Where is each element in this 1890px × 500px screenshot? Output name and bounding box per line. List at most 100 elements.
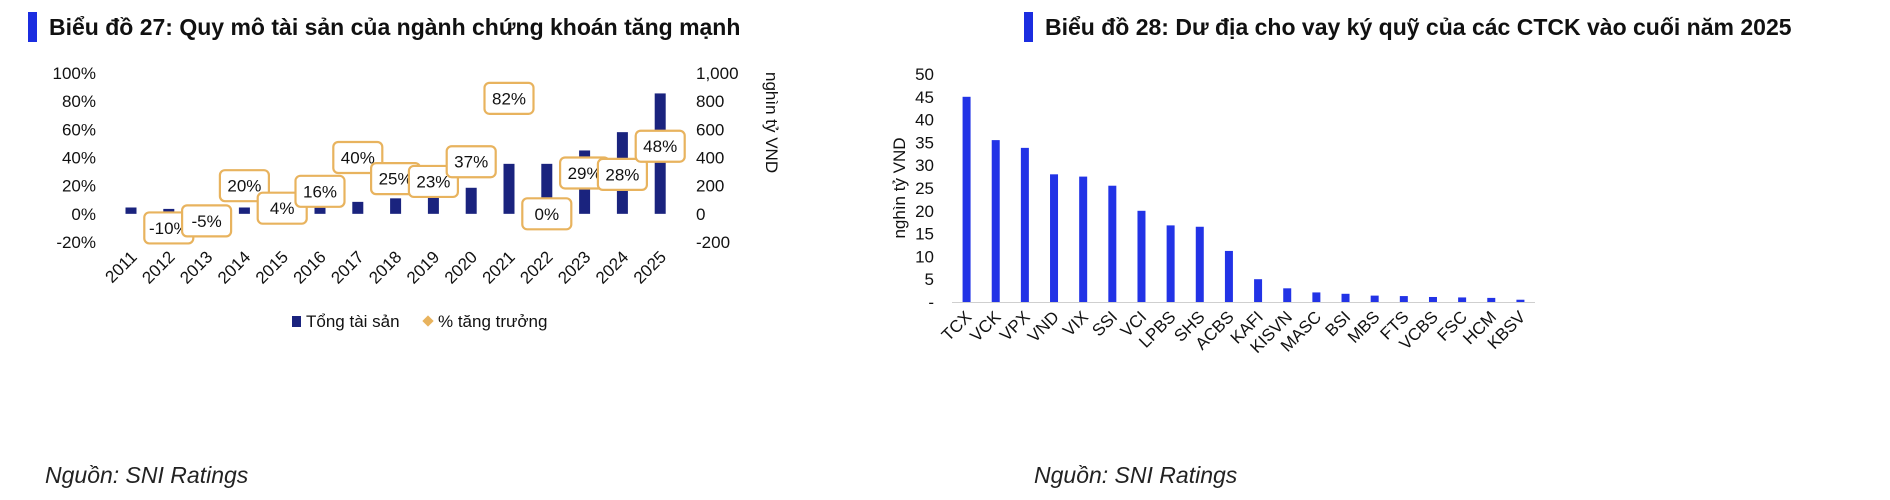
- y-tick-label: 40: [915, 111, 934, 130]
- x-tick-label: MBS: [1344, 307, 1383, 346]
- y-axis-label: nghìn tỷ VND: [890, 137, 909, 238]
- y-tick-label: 10: [915, 247, 934, 266]
- bar-du-dia-ky-quy: [1312, 292, 1321, 302]
- x-tick-label: VND: [1024, 307, 1063, 346]
- y-left-tick-label: 20%: [62, 177, 96, 196]
- growth-data-label: 16%: [303, 182, 337, 201]
- x-tick-label: 2019: [403, 247, 443, 287]
- growth-label-box: [332, 140, 384, 175]
- x-tick-label: 2023: [554, 247, 594, 287]
- y-left-tick-label: 40%: [62, 149, 96, 168]
- legend-label: % tăng trưởng: [438, 312, 547, 331]
- x-tick-label: VPX: [996, 307, 1033, 344]
- bar-tong-tai-san: [314, 206, 326, 214]
- chart-title-bar: Biểu đồ 28: Dư địa cho vay ký quỹ của cá…: [1024, 12, 1792, 42]
- growth-label-box: [294, 174, 346, 208]
- title-accent-bar: [28, 12, 37, 42]
- bar-du-dia-ky-quy: [1370, 295, 1379, 302]
- y-left-tick-label: 80%: [62, 92, 96, 111]
- growth-label-box: [181, 204, 233, 238]
- x-tick-label: 2015: [252, 247, 292, 287]
- bar-du-dia-ky-quy: [1283, 288, 1292, 302]
- bar-du-dia-ky-quy: [962, 96, 971, 302]
- bar-du-dia-ky-quy: [1166, 225, 1175, 302]
- growth-label-box: [445, 145, 497, 179]
- bar-du-dia-ky-quy: [1487, 297, 1496, 302]
- bar-du-dia-ky-quy: [1050, 174, 1059, 302]
- y-right-tick-label: -200: [696, 233, 730, 252]
- y-tick-label: 5: [925, 270, 934, 289]
- legend-swatch-tang-truong: [422, 315, 434, 327]
- x-tick-label: 2024: [592, 247, 632, 287]
- growth-label-box: [218, 169, 270, 203]
- growth-data-label: -5%: [191, 212, 221, 231]
- growth-data-label: 37%: [454, 153, 488, 172]
- bar-du-dia-ky-quy: [1516, 299, 1525, 302]
- growth-data-label: 29%: [568, 164, 602, 183]
- bar-tong-tai-san: [238, 207, 250, 214]
- chart-panel-27: Biểu đồ 27: Quy mô tài sản của ngành chứ…: [28, 12, 781, 488]
- y-tick-label: -: [928, 293, 934, 312]
- chart-27-svg: -20% 0% 20% 40% 60% 80% 100% -200 0 200 400 600 800 1…: [53, 64, 781, 331]
- growth-data-label: 25%: [379, 170, 413, 189]
- y-right-tick-label: 800: [696, 92, 724, 111]
- y-left-tick-label: -20%: [56, 233, 96, 252]
- growth-label-box: [483, 81, 535, 115]
- growth-label-box: [596, 157, 649, 191]
- x-tick-label: 2020: [441, 247, 481, 287]
- bar-du-dia-ky-quy: [1020, 147, 1029, 302]
- x-tick-label: 2018: [365, 247, 405, 287]
- bar-tong-tai-san: [390, 198, 402, 214]
- growth-data-label: 0%: [535, 205, 560, 224]
- bar-du-dia-ky-quy: [1428, 296, 1437, 302]
- x-tick-label: 2011: [102, 247, 141, 286]
- bar-tong-tai-san: [503, 163, 515, 214]
- legend-swatch-tong-tai-san: [292, 316, 301, 327]
- growth-data-label: 20%: [227, 177, 261, 196]
- x-tick-label: 2021: [479, 247, 519, 287]
- y-right-tick-label: 400: [696, 149, 724, 168]
- growth-data-label: 82%: [492, 89, 526, 108]
- x-tick-label: 2017: [327, 247, 367, 287]
- y-tick-label: 50: [915, 65, 934, 84]
- y-tick-label: 45: [915, 88, 934, 107]
- y-tick-label: 25: [915, 179, 934, 198]
- bar-du-dia-ky-quy: [1137, 210, 1146, 302]
- y-right-tick-label: 200: [696, 177, 724, 196]
- x-tick-label: 2014: [214, 247, 254, 287]
- bar-du-dia-ky-quy: [1254, 279, 1263, 302]
- bar-du-dia-ky-quy: [1341, 293, 1350, 302]
- y-tick-label: 35: [915, 133, 934, 152]
- x-tick-label: 2013: [176, 247, 216, 287]
- bar-tong-tai-san: [541, 163, 553, 214]
- bar-du-dia-ky-quy: [1458, 297, 1467, 302]
- y-left-tick-label: 0%: [71, 205, 96, 224]
- growth-data-label: 40%: [341, 149, 375, 168]
- x-tick-label: SSI: [1088, 307, 1121, 340]
- y-right-axis-label: nghìn tỷ VND: [762, 72, 781, 173]
- x-tick-label: 2025: [630, 247, 670, 287]
- y-tick-label: 20: [915, 202, 934, 221]
- growth-label-box: [634, 129, 686, 163]
- chart-title-bar: Biểu đồ 27: Quy mô tài sản của ngành chứ…: [28, 12, 740, 42]
- growth-label-box: [521, 197, 573, 231]
- chart-source: Nguồn: SNI Ratings: [1034, 462, 1238, 488]
- bar-tong-tai-san: [352, 201, 364, 214]
- bar-tong-tai-san: [125, 207, 137, 214]
- y-tick-label: 15: [915, 225, 934, 244]
- y-left-tick-label: 100%: [53, 64, 96, 83]
- chart-source: Nguồn: SNI Ratings: [45, 462, 249, 488]
- growth-data-label: 4%: [270, 199, 295, 218]
- bar-du-dia-ky-quy: [991, 140, 1000, 302]
- y-right-tick-label: 600: [696, 120, 724, 139]
- bar-tong-tai-san: [465, 187, 477, 214]
- growth-data-label: 48%: [643, 137, 677, 156]
- bar-du-dia-ky-quy: [1399, 296, 1408, 302]
- y-left-tick-label: 60%: [62, 120, 96, 139]
- growth-label-box: [407, 164, 459, 199]
- x-tick-label: VIX: [1059, 307, 1092, 340]
- y-right-tick-label: 0: [696, 205, 705, 224]
- x-tick-label: 2012: [138, 247, 178, 287]
- growth-data-label: -10%: [149, 219, 189, 238]
